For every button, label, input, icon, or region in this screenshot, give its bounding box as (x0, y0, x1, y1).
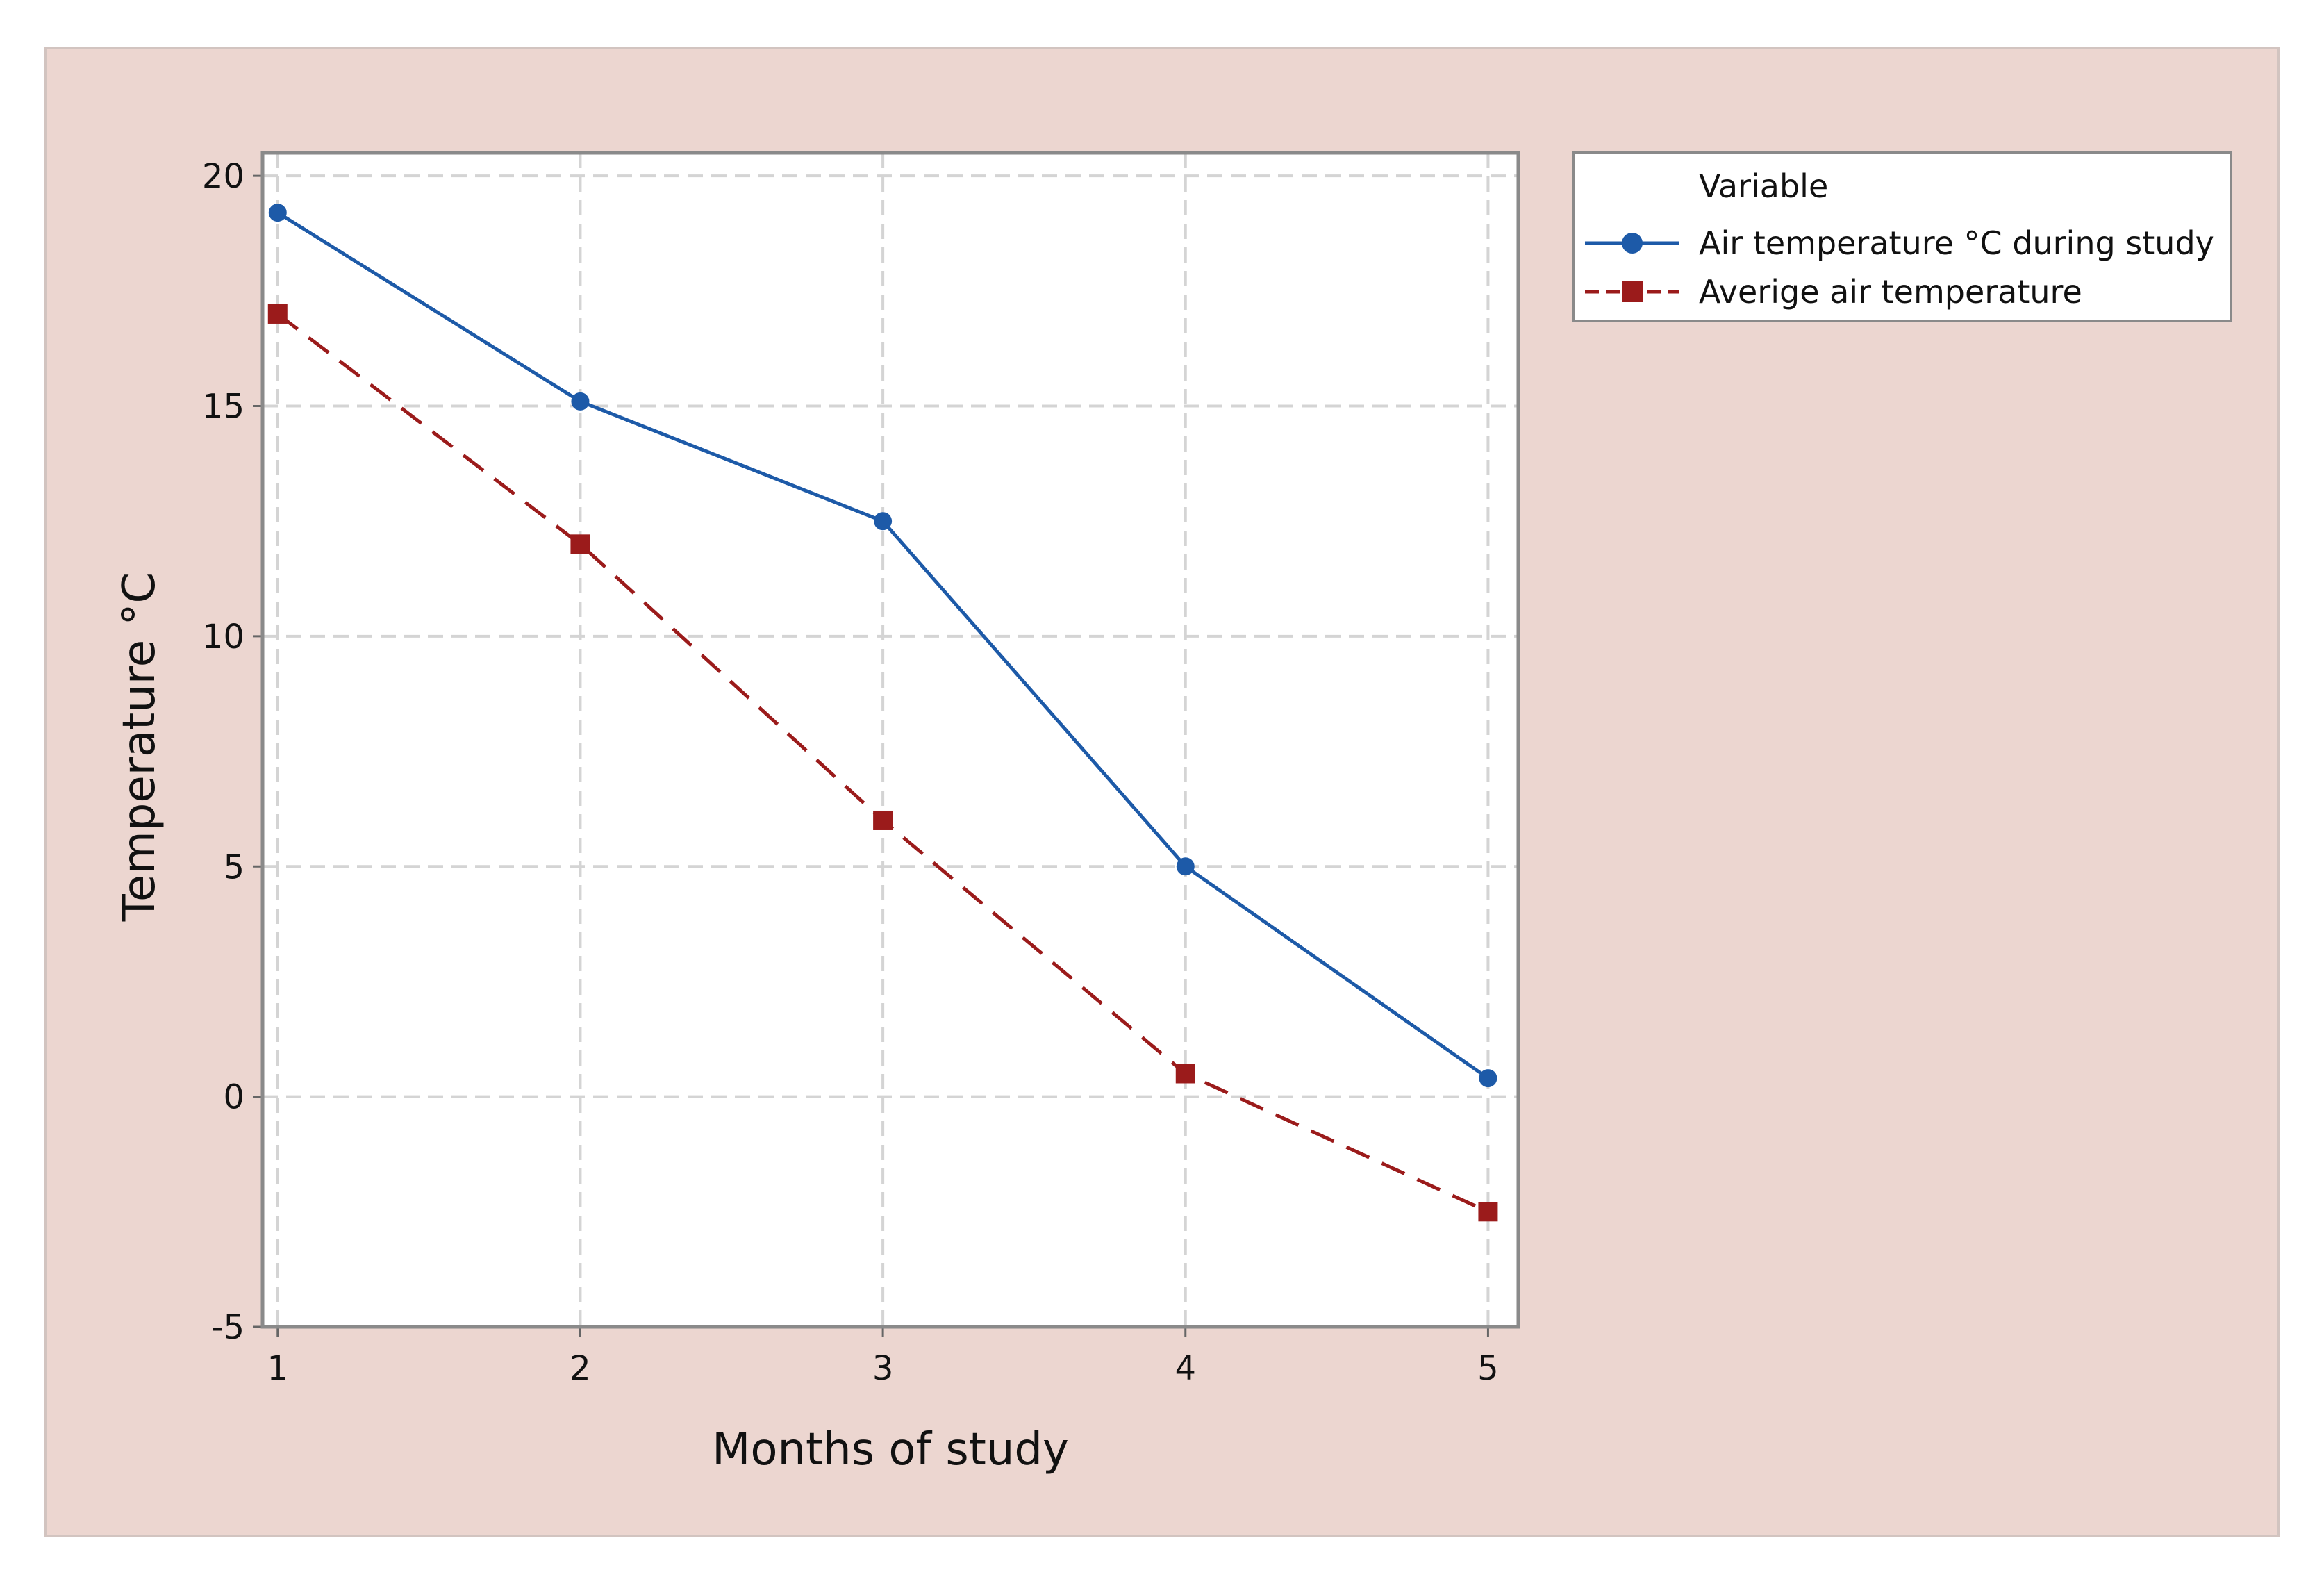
data-point (874, 512, 893, 531)
legend-box (1572, 151, 2232, 322)
data-point (268, 204, 287, 222)
legend-title: Variable (1699, 167, 1828, 205)
legend-item: Air temperature °C during study (1585, 224, 2214, 262)
x-tick-label: 2 (570, 1349, 591, 1388)
legend-label: Averige air temperature (1699, 273, 2082, 311)
series-group (267, 204, 1498, 1222)
data-point (570, 534, 590, 554)
legend: Variable Air temperature °C during study… (1572, 151, 2232, 322)
y-tick-label: 20 (202, 157, 244, 196)
data-point (873, 810, 893, 830)
y-tick-label: 5 (223, 848, 244, 886)
plot-border (260, 151, 1520, 1329)
legend-label: Air temperature °C during study (1699, 224, 2214, 262)
data-point (1478, 1202, 1498, 1222)
data-point (267, 304, 288, 324)
data-point (571, 392, 590, 411)
y-tick-label: 0 (223, 1078, 244, 1117)
x-tick-label: 3 (872, 1349, 894, 1388)
x-axis-title: Months of study (712, 1424, 1069, 1475)
legend-marker-circle (1622, 233, 1643, 254)
axis-ticks: 1 2 3 4 5 -5 0 5 10 15 20 (202, 157, 1499, 1388)
plot-area (263, 153, 1518, 1327)
x-tick-label: 5 (1477, 1349, 1499, 1388)
data-point (1175, 1064, 1195, 1084)
y-axis-title: Temperature °C (114, 572, 165, 922)
y-tick-label: 15 (202, 388, 244, 427)
x-tick-label: 4 (1175, 1349, 1196, 1388)
y-tick-label: -5 (211, 1308, 244, 1347)
data-point (1479, 1069, 1497, 1088)
gridlines (263, 153, 1518, 1328)
legend-item: Averige air temperature (1585, 273, 2082, 311)
data-point (1176, 857, 1195, 876)
y-tick-label: 10 (202, 618, 244, 656)
legend-marker-square (1622, 281, 1643, 302)
x-tick-label: 1 (267, 1349, 289, 1388)
